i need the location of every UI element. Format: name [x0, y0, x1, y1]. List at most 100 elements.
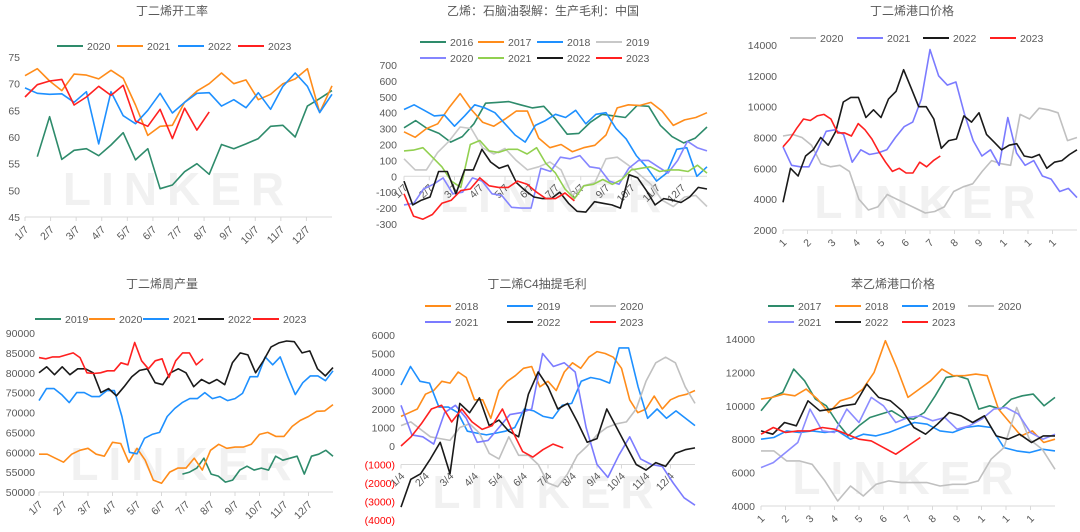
legend-item-2019[interactable]: 2019 — [507, 301, 561, 313]
x-tick-label: 9/7 — [217, 224, 236, 243]
legend-item-2023[interactable]: 2023 — [253, 314, 307, 326]
series-line-2020 — [36, 89, 333, 190]
legend-item-2022[interactable]: 2022 — [198, 314, 252, 326]
x-tick-label: 3 — [804, 513, 817, 526]
y-tick-label: 75000 — [6, 388, 35, 400]
series-line-2020 — [403, 140, 708, 209]
x-tick-label: 6/7 — [140, 224, 159, 243]
y-tick-label: (4000) — [365, 515, 395, 527]
x-tick-label: 3/7 — [76, 499, 95, 518]
series-line-2021 — [400, 352, 696, 506]
series-line-2016 — [403, 100, 708, 144]
legend-label: 2018 — [455, 301, 479, 313]
legend-item-2022[interactable]: 2022 — [835, 317, 889, 329]
series-line-2021 — [782, 48, 1078, 199]
x-tick-label: 1 — [777, 237, 790, 250]
legend-item-2021[interactable]: 2021 — [425, 317, 479, 329]
series-line-2020 — [400, 356, 696, 488]
y-tick-label: 70 — [8, 79, 20, 91]
legend-label: 2023 — [1020, 33, 1044, 45]
legend-label: 2023 — [626, 53, 650, 65]
legend-item-2021[interactable]: 2021 — [117, 41, 171, 53]
legend-item-2019[interactable]: 2019 — [35, 314, 89, 326]
y-tick-label: 70000 — [6, 408, 35, 420]
series-line-2022 — [782, 68, 1078, 203]
legend-item-2017[interactable]: 2017 — [478, 37, 532, 49]
y-tick-label: 90000 — [6, 328, 35, 340]
x-tick-label: 12/7 — [290, 224, 313, 247]
x-tick-label: 10/7 — [243, 499, 266, 522]
legend-item-2023[interactable]: 2023 — [238, 41, 292, 53]
legend-label: 2020 — [450, 53, 474, 65]
legend-item-2021[interactable]: 2021 — [768, 317, 822, 329]
y-tick-label: 10000 — [748, 102, 777, 114]
legend-item-2023[interactable]: 2023 — [990, 33, 1044, 45]
series-line-2018 — [403, 104, 708, 182]
legend-label: 2019 — [537, 301, 561, 313]
x-tick-label: 1 — [1022, 237, 1035, 250]
legend-item-2021[interactable]: 2021 — [143, 314, 197, 326]
legend-item-2023[interactable]: 2023 — [596, 53, 650, 65]
legend-item-2022[interactable]: 2022 — [507, 317, 561, 329]
y-tick-label: 6000 — [732, 468, 756, 480]
legend-item-2020[interactable]: 2020 — [420, 53, 474, 65]
series-line-2019 — [403, 126, 708, 208]
legend-item-2022[interactable]: 2022 — [178, 41, 232, 53]
legend-label: 2020 — [998, 301, 1022, 313]
x-tick-label: 8 — [948, 237, 961, 250]
x-tick-label: 2/7 — [51, 499, 70, 518]
legend-item-2019[interactable]: 2019 — [596, 37, 650, 49]
y-tick-label: -200 — [376, 203, 397, 215]
x-tick-label: 5/7 — [115, 224, 134, 243]
y-tick-label: 1000 — [372, 423, 396, 435]
legend-item-2022[interactable]: 2022 — [923, 33, 977, 45]
legend-item-2021[interactable]: 2021 — [857, 33, 911, 45]
chart-title: 丁二烯C4抽提毛利 — [487, 276, 586, 291]
x-tick-label: 1/7 — [27, 499, 46, 518]
y-tick-label: 8000 — [732, 434, 756, 446]
legend-item-2017[interactable]: 2017 — [768, 301, 822, 313]
watermark-logo: LINKER — [70, 438, 301, 490]
legend-item-2021[interactable]: 2021 — [478, 53, 532, 65]
series-line-2020 — [782, 107, 1078, 214]
legend-item-2018[interactable]: 2018 — [425, 301, 479, 313]
legend-item-2016[interactable]: 2016 — [420, 37, 474, 49]
legend-label: 2017 — [798, 301, 822, 313]
y-tick-label: 6000 — [372, 330, 396, 342]
legend-item-2023[interactable]: 2023 — [590, 317, 644, 329]
watermark-logo: LINKER — [814, 176, 1045, 228]
y-tick-label: 60000 — [6, 447, 35, 459]
y-tick-label: 75 — [8, 52, 20, 64]
legend-item-2020[interactable]: 2020 — [790, 33, 844, 45]
series-line-2020 — [39, 403, 334, 485]
series-line-2018 — [760, 339, 1056, 444]
y-tick-label: 85000 — [6, 348, 35, 360]
x-tick-label: 4/7 — [100, 499, 119, 518]
legend-item-2023[interactable]: 2023 — [902, 317, 956, 329]
legend-label: 2022 — [865, 317, 889, 329]
legend-item-2020[interactable]: 2020 — [57, 41, 111, 53]
x-tick-label: 1/7 — [13, 224, 32, 243]
legend-item-2018[interactable]: 2018 — [835, 301, 889, 313]
legend-item-2019[interactable]: 2019 — [902, 301, 956, 313]
legend-item-2020[interactable]: 2020 — [89, 314, 143, 326]
x-tick-label: 3 — [826, 237, 839, 250]
legend-item-2020[interactable]: 2020 — [590, 301, 644, 313]
x-tick-label: 2 — [779, 513, 792, 526]
series-line-2022 — [38, 340, 334, 397]
legend-item-2020[interactable]: 2020 — [968, 301, 1022, 313]
series-line-2023 — [38, 341, 204, 379]
y-tick-label: 60 — [8, 132, 20, 144]
legend-item-2022[interactable]: 2022 — [537, 53, 591, 65]
x-tick-label: 8/7 — [192, 224, 211, 243]
series-line-2019 — [400, 347, 696, 436]
y-tick-label: 2000 — [372, 404, 396, 416]
chart-title: 丁二烯开工率 — [136, 3, 208, 18]
y-tick-label: 55000 — [6, 467, 35, 479]
x-tick-label: 5 — [853, 513, 866, 526]
legend-item-2018[interactable]: 2018 — [537, 37, 591, 49]
y-tick-label: 12000 — [726, 367, 755, 379]
x-tick-label: 6 — [877, 513, 890, 526]
legend-label: 2021 — [147, 41, 171, 53]
